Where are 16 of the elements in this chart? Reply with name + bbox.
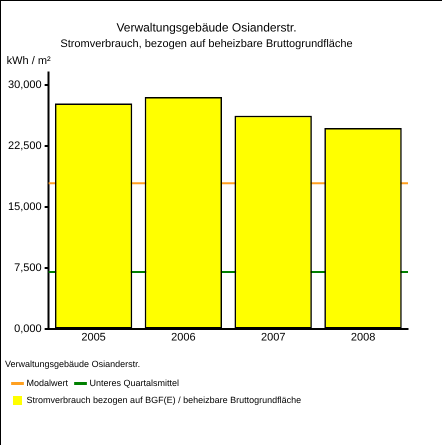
- y-tick-label: 7,500: [14, 262, 42, 274]
- legend-title: Verwaltungsgebäude Osianderstr.: [5, 359, 140, 370]
- y-tick-label: 22,500: [8, 140, 42, 152]
- x-tick-label: 2005: [81, 332, 106, 344]
- legend-label: Unteres Quartalsmittel: [90, 378, 180, 388]
- x-tick-label: 2007: [261, 332, 286, 344]
- y-axis-title: kWh / m²: [6, 55, 51, 68]
- legend-label: Modalwert: [26, 378, 69, 388]
- legend-label: Stromverbrauch bezogen auf BGF(E) / beheizbare Bruttogrundfläche: [26, 394, 302, 405]
- chart-subtitle: Stromverbrauch, bezogen auf beheizbare Bruttogrundfläche: [60, 38, 353, 50]
- y-tick-label: 0,000: [14, 323, 42, 336]
- x-tick-label: 2008: [350, 332, 376, 344]
- chart-title: Verwaltungsgebäude Osianderstr.: [116, 20, 297, 35]
- y-tick-label: 15,000: [8, 200, 42, 213]
- x-tick-label: 2006: [171, 332, 196, 344]
- y-tick-label: 30,000: [8, 78, 42, 91]
